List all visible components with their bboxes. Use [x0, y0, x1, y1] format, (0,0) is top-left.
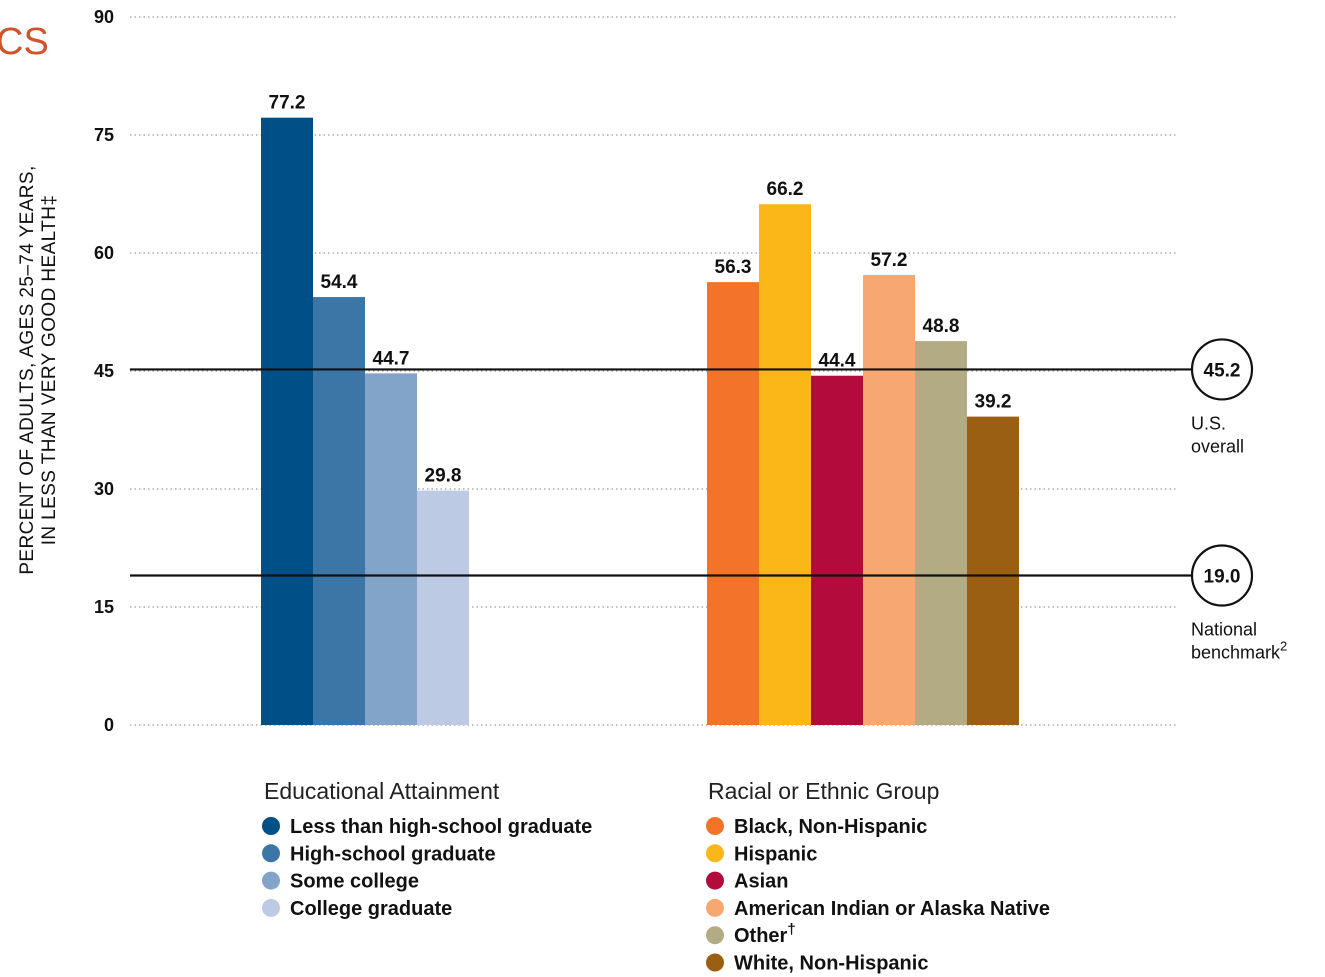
- bar-value-label-asian: 44.4: [819, 351, 856, 372]
- bar-value-label-black-non-hispanic: 56.3: [715, 257, 752, 278]
- bars: 77.2 54.4 44.7 29.8 56.3 66.2 44.4 57.2 48.8 39.2: [261, 93, 1019, 725]
- legend-swatch-college-graduate: [262, 898, 280, 917]
- y-tick-label-45: 45: [94, 361, 114, 381]
- bar-value-label-less-than-high-school-graduate: 77.2: [269, 93, 306, 114]
- legend-swatch-less-than-high-school-graduate: [262, 817, 280, 835]
- legend: Educational Attainment Less than high-sch…: [262, 778, 1050, 975]
- legend-swatch-other: [706, 926, 724, 945]
- y-axis-label-line-1: IN LESS THAN VERY GOOD HEALTH‡: [39, 195, 60, 546]
- bar-value-label-high-school-graduate: 54.4: [321, 272, 358, 293]
- legend-swatch-american-indian-or-alaska-native: [706, 898, 724, 917]
- y-axis-label: PERCENT OF ADULTS, AGES 25–74 YEARS,IN L…: [17, 165, 60, 574]
- legend-label-less-than-high-school-graduate: Less than high-school graduate: [290, 816, 592, 838]
- legend-label-asian: Asian: [734, 871, 788, 893]
- legend-swatch-hispanic: [706, 844, 724, 863]
- legend-swatch-asian: [706, 871, 724, 890]
- corner-title-fragment: CS: [0, 21, 49, 63]
- reference-caption-19-0-0: National: [1191, 620, 1257, 640]
- y-tick-label-30: 30: [94, 479, 114, 499]
- legend-swatch-white-non-hispanic: [706, 953, 724, 972]
- reference-value-45-2: 45.2: [1204, 360, 1241, 381]
- reference-badge-19-0: [1190, 544, 1254, 607]
- bar-some-college: [365, 373, 417, 725]
- y-tick-label-75: 75: [94, 125, 114, 145]
- bar-asian: [811, 375, 863, 725]
- bar-value-label-american-indian-or-alaska-native: 57.2: [871, 250, 908, 271]
- legend-label-black-non-hispanic: Black, Non-Hispanic: [734, 816, 927, 838]
- y-tick-label-60: 60: [94, 243, 114, 263]
- reference-caption-superscript: 2: [1280, 639, 1287, 654]
- legend-label-high-school-graduate: High-school graduate: [290, 843, 496, 865]
- legend-swatch-black-non-hispanic: [706, 817, 724, 835]
- bar-high-school-graduate: [313, 297, 365, 725]
- legend-label-white-non-hispanic: White, Non-Hispanic: [734, 953, 928, 975]
- y-axis-label-text: PERCENT OF ADULTS, AGES 25–74 YEARS,IN L…: [17, 165, 60, 574]
- legend-label-superscript: †: [787, 921, 795, 938]
- legend-label-college-graduate: College graduate: [290, 898, 452, 920]
- legend-group-title-educational-attainment: Educational Attainment: [264, 778, 500, 804]
- y-axis-label-line-0: PERCENT OF ADULTS, AGES 25–74 YEARS,: [17, 165, 38, 574]
- bar-white-non-hispanic: [967, 416, 1019, 725]
- reference-caption-45-2-0: U.S.: [1191, 413, 1226, 433]
- bar-value-label-college-graduate: 29.8: [425, 466, 462, 487]
- legend-swatch-high-school-graduate: [262, 844, 280, 863]
- y-tick-label-90: 90: [94, 7, 114, 27]
- bar-american-indian-or-alaska-native: [863, 275, 915, 725]
- bar-value-label-hispanic: 66.2: [767, 179, 804, 200]
- y-tick-label-0: 0: [104, 715, 114, 735]
- legend-swatch-some-college: [262, 871, 280, 890]
- bar-hispanic: [759, 204, 811, 725]
- legend-group-title-racial-or-ethnic-group: Racial or Ethnic Group: [708, 778, 939, 804]
- y-axis-ticks: 0 15 30 45 60 75 90: [94, 7, 114, 735]
- bar-value-label-white-non-hispanic: 39.2: [975, 392, 1012, 413]
- reference-caption-45-2-1: overall: [1191, 436, 1244, 456]
- bar-less-than-high-school-graduate: [261, 117, 313, 725]
- bar-other: [915, 341, 967, 725]
- legend-label-other: Other†: [734, 921, 796, 947]
- reference-caption-19-0-1: benchmark2: [1191, 639, 1287, 663]
- legend-label-some-college: Some college: [290, 871, 419, 893]
- y-tick-label-15: 15: [94, 597, 114, 617]
- legend-label-american-indian-or-alaska-native: American Indian or Alaska Native: [734, 898, 1050, 920]
- legend-label-hispanic: Hispanic: [734, 843, 817, 865]
- reference-value-19-0: 19.0: [1204, 567, 1241, 588]
- reference-badge-45-2: [1190, 338, 1254, 401]
- bar-value-label-some-college: 44.7: [373, 348, 410, 369]
- bar-black-non-hispanic: [707, 282, 759, 725]
- bar-college-graduate: [417, 490, 469, 725]
- bar-value-label-other: 48.8: [923, 316, 960, 337]
